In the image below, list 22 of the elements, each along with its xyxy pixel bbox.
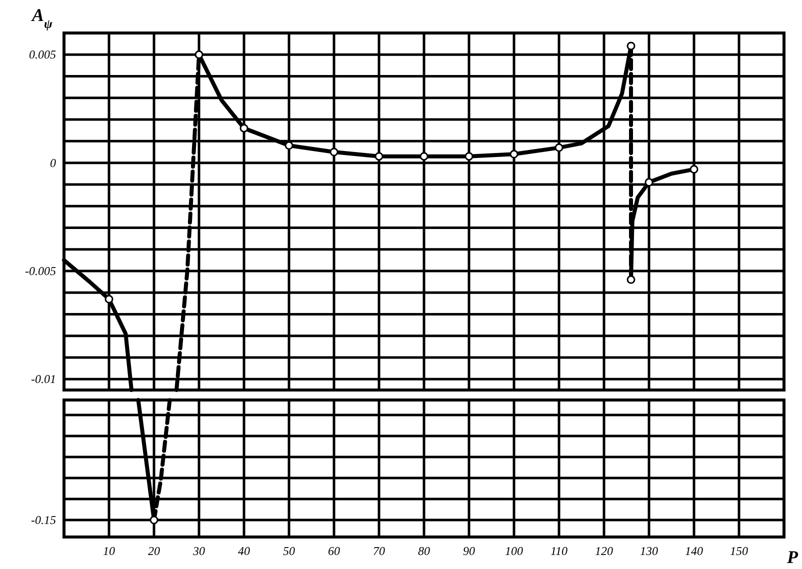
x-tick-label: 140	[685, 544, 703, 558]
x-tick-label: 50	[283, 544, 295, 558]
text: -0.15	[31, 513, 56, 527]
x-tick-label: 70	[373, 544, 385, 558]
x-tick-label: 60	[328, 544, 340, 558]
x-axis-title: P	[786, 547, 799, 567]
x-tick-label: 20	[148, 544, 160, 558]
x-tick-label: 120	[595, 544, 613, 558]
x-tick-label: 130	[640, 544, 658, 558]
x-tick-label: 40	[238, 544, 250, 558]
y-tick-label: 0	[50, 156, 56, 170]
x-tick-label: 100	[505, 544, 523, 558]
x-tick-label: 150	[730, 544, 748, 558]
x-tick-label: 90	[463, 544, 475, 558]
x-tick-label: 110	[550, 544, 568, 558]
x-tick-label: 10	[103, 544, 115, 558]
y-axis-title: A$_{ψ}$	[31, 5, 54, 31]
x-tick-label: 30	[192, 544, 205, 558]
x-tick-label: 80	[418, 544, 430, 558]
y-tick-label: -0.01	[31, 372, 56, 386]
y-tick-label: -0.005	[25, 264, 56, 278]
y-tick-label: 0.005	[29, 48, 56, 62]
